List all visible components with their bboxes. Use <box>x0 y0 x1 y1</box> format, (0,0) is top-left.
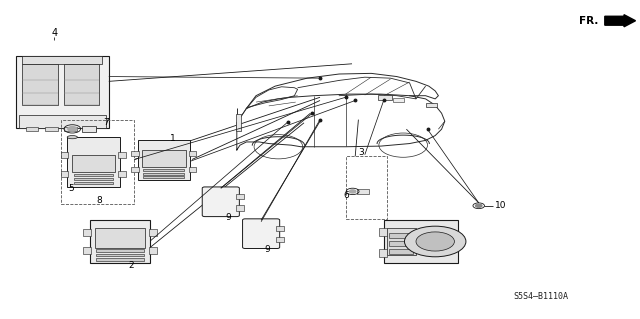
Bar <box>149 247 157 254</box>
Text: 4: 4 <box>51 28 58 39</box>
Text: FR.: FR. <box>579 16 598 26</box>
Bar <box>387 228 416 255</box>
Bar <box>61 152 68 158</box>
Bar <box>393 98 404 102</box>
Bar <box>96 258 144 261</box>
Bar <box>143 176 184 178</box>
Bar <box>189 151 196 156</box>
Text: 10: 10 <box>495 201 506 210</box>
Bar <box>118 152 126 158</box>
Bar <box>74 174 113 176</box>
Bar <box>22 64 58 105</box>
Bar <box>118 171 126 177</box>
Bar <box>83 247 91 254</box>
Bar <box>22 56 102 64</box>
Bar <box>74 178 113 180</box>
Bar <box>131 167 139 172</box>
Bar <box>45 127 58 131</box>
Bar <box>384 220 458 263</box>
FancyArrow shape <box>605 15 636 27</box>
Bar <box>82 126 96 132</box>
Bar <box>19 115 106 128</box>
Bar <box>26 127 38 131</box>
Text: 7: 7 <box>103 118 108 127</box>
Bar <box>64 127 77 131</box>
Bar <box>143 173 184 175</box>
Bar <box>90 220 150 263</box>
Bar <box>276 237 284 242</box>
Bar <box>346 156 387 219</box>
Bar <box>276 226 284 231</box>
Bar <box>378 95 392 100</box>
Bar <box>83 127 96 131</box>
Bar <box>74 182 113 184</box>
Bar <box>16 56 109 128</box>
Bar <box>236 114 241 131</box>
Bar <box>236 194 244 199</box>
Circle shape <box>416 232 454 251</box>
Text: 3: 3 <box>359 148 364 157</box>
Text: 1: 1 <box>170 134 175 143</box>
Bar <box>236 205 244 211</box>
Bar <box>389 233 413 238</box>
Text: 9: 9 <box>265 245 270 254</box>
Bar <box>64 64 99 105</box>
Text: 8: 8 <box>97 197 102 205</box>
Bar <box>96 249 144 252</box>
Circle shape <box>68 127 77 131</box>
Bar <box>389 241 413 246</box>
Text: 6: 6 <box>344 191 349 200</box>
Circle shape <box>404 226 466 257</box>
Bar <box>83 229 91 236</box>
Circle shape <box>349 190 356 193</box>
Bar <box>131 151 139 156</box>
Text: S5S4—B1110A: S5S4—B1110A <box>513 293 568 301</box>
Text: 9: 9 <box>225 213 230 222</box>
Bar <box>426 103 437 107</box>
FancyBboxPatch shape <box>202 187 239 217</box>
Bar <box>61 171 68 177</box>
Circle shape <box>476 204 482 207</box>
Bar <box>379 228 387 236</box>
Bar <box>189 167 196 172</box>
Bar <box>142 150 186 167</box>
Bar <box>72 155 115 172</box>
Bar <box>149 229 157 236</box>
Bar <box>138 140 190 180</box>
Text: 2: 2 <box>129 261 134 270</box>
Ellipse shape <box>67 136 77 139</box>
Bar <box>61 120 134 204</box>
Bar <box>96 254 144 256</box>
Bar <box>389 249 413 254</box>
Bar <box>143 169 184 171</box>
Bar <box>357 189 369 194</box>
Bar <box>95 228 145 248</box>
FancyBboxPatch shape <box>243 219 280 249</box>
Text: 5: 5 <box>68 184 74 193</box>
Bar <box>67 137 120 187</box>
Bar <box>379 249 387 257</box>
